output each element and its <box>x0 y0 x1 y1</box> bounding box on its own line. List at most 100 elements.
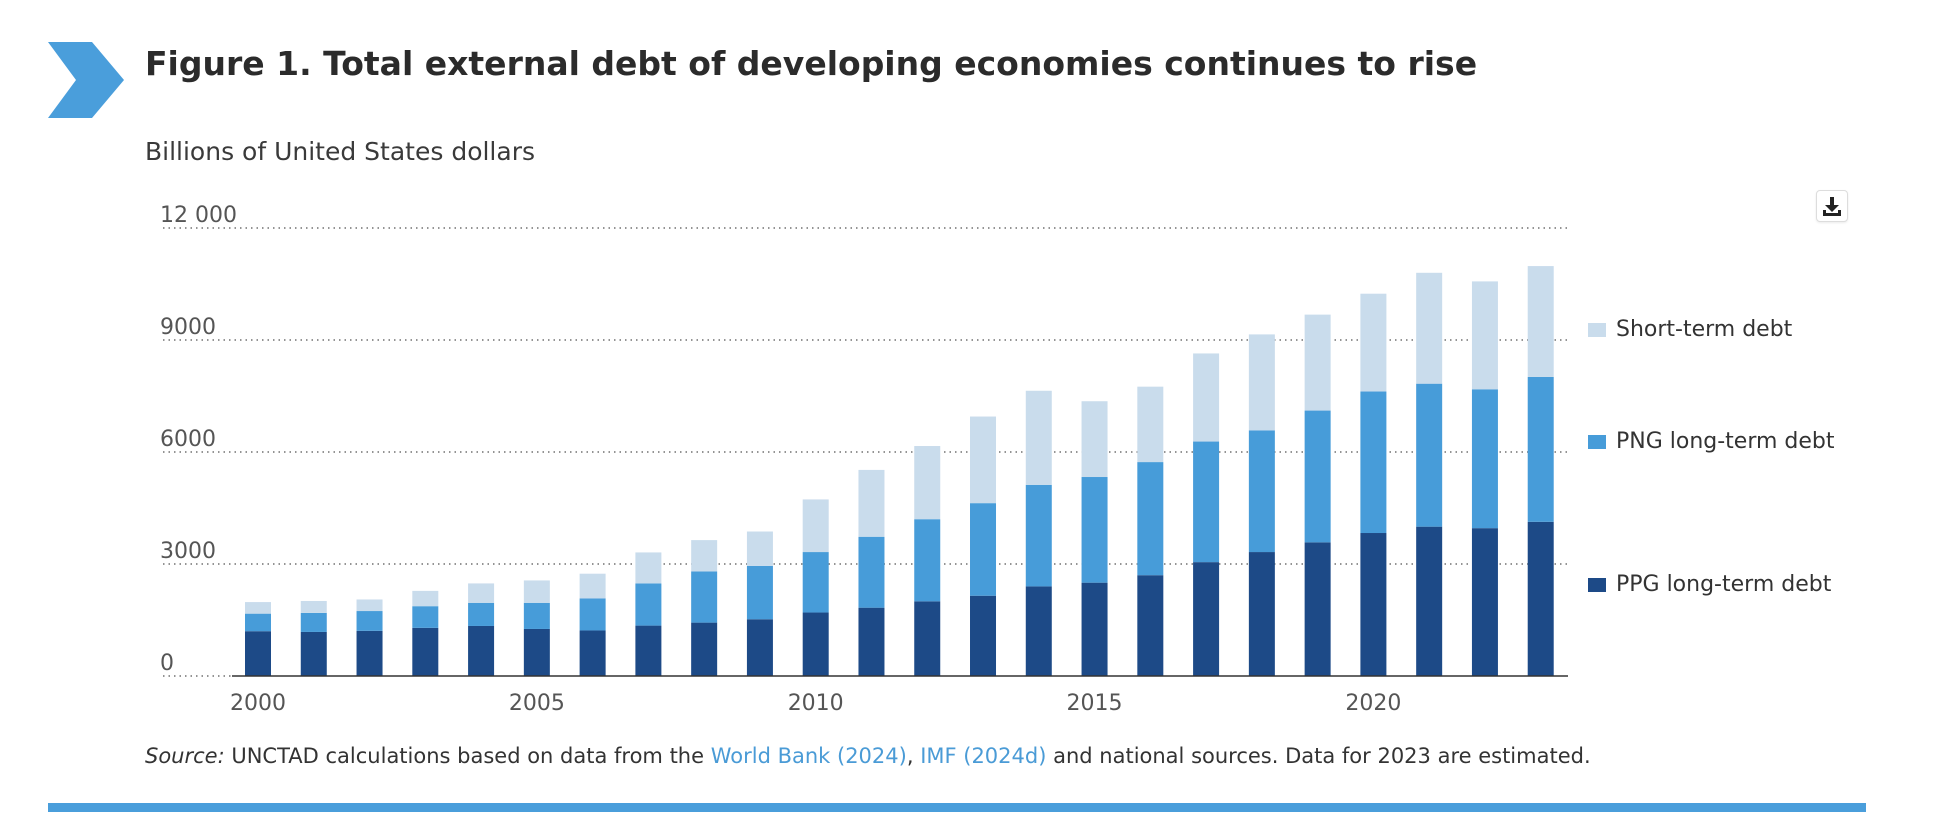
bar-short-term-debt-2018 <box>1248 334 1275 431</box>
bar-ppg-long-term-debt-2021 <box>1416 526 1443 676</box>
bar-ppg-long-term-debt-2010 <box>802 612 829 676</box>
bar-ppg-long-term-debt-2017 <box>1193 562 1220 676</box>
bar-short-term-debt-2019 <box>1304 314 1331 411</box>
source-label: Source: <box>145 744 225 768</box>
bar-png-long-term-debt-2014 <box>1025 484 1052 587</box>
bar-ppg-long-term-debt-2015 <box>1081 582 1108 676</box>
x-axis-labels: 2000 2005 2010 2015 2020 <box>230 691 1401 716</box>
bar-short-term-debt-2016 <box>1137 386 1164 463</box>
bar-short-term-debt-2023 <box>1527 266 1554 377</box>
bar-png-long-term-debt-2023 <box>1527 376 1554 522</box>
bar-short-term-debt-2022 <box>1471 281 1498 390</box>
x-tick-label: 2005 <box>509 691 565 716</box>
stacked-bar-chart: 0 3000 6000 9000 12 000 2000 2005 2010 2015 2020… <box>160 203 1835 716</box>
legend-swatch-ppg-long-term-debt <box>1588 578 1606 592</box>
bar-ppg-long-term-debt-2008 <box>691 622 718 676</box>
bar-png-long-term-debt-2001 <box>300 612 327 632</box>
bar-ppg-long-term-debt-2005 <box>523 628 550 676</box>
bar-short-term-debt-2020 <box>1360 293 1387 392</box>
bar-png-long-term-debt-2012 <box>914 519 941 602</box>
bar-png-long-term-debt-2004 <box>468 602 495 626</box>
bar-short-term-debt-2013 <box>970 416 997 504</box>
bar-short-term-debt-2001 <box>300 600 327 613</box>
x-tick-label: 2015 <box>1067 691 1123 716</box>
download-icon <box>1823 197 1841 216</box>
bar-ppg-long-term-debt-2014 <box>1025 586 1052 676</box>
bar-png-long-term-debt-2005 <box>523 602 550 629</box>
bar-png-long-term-debt-2022 <box>1471 389 1498 529</box>
bar-ppg-long-term-debt-2004 <box>468 625 495 676</box>
legend-label-short-term-debt: Short-term debt <box>1616 317 1793 342</box>
x-tick-label: 2010 <box>788 691 844 716</box>
bar-png-long-term-debt-2009 <box>746 565 773 620</box>
bar-short-term-debt-2015 <box>1081 401 1108 478</box>
bar-png-long-term-debt-2021 <box>1416 383 1443 527</box>
download-button[interactable] <box>1816 190 1848 222</box>
bar-short-term-debt-2003 <box>412 590 439 607</box>
bar-png-long-term-debt-2007 <box>635 583 662 626</box>
source-separator: , <box>906 744 921 768</box>
bar-ppg-long-term-debt-2009 <box>746 619 773 676</box>
legend-label-ppg-long-term-debt: PPG long-term debt <box>1616 572 1832 597</box>
world-bank-link[interactable]: World Bank (2024) <box>710 744 907 768</box>
bar-short-term-debt-2009 <box>746 531 773 566</box>
bar-short-term-debt-2004 <box>468 583 495 603</box>
x-tick-label: 2000 <box>230 691 286 716</box>
chart-bars <box>245 266 1554 676</box>
bar-short-term-debt-2002 <box>356 599 383 612</box>
bar-ppg-long-term-debt-2006 <box>579 630 606 676</box>
bar-ppg-long-term-debt-2023 <box>1527 521 1554 676</box>
y-tick-label: 6000 <box>160 427 216 452</box>
bar-ppg-long-term-debt-2018 <box>1248 552 1275 676</box>
bar-short-term-debt-2021 <box>1416 272 1443 384</box>
y-tick-label: 0 <box>160 651 174 676</box>
bar-ppg-long-term-debt-2011 <box>858 607 885 676</box>
bar-png-long-term-debt-2020 <box>1360 391 1387 534</box>
bar-png-long-term-debt-2011 <box>858 536 885 608</box>
bar-short-term-debt-2000 <box>245 602 271 614</box>
bar-short-term-debt-2011 <box>858 469 885 537</box>
bar-ppg-long-term-debt-2001 <box>300 631 327 676</box>
bar-png-long-term-debt-2019 <box>1304 410 1331 543</box>
bar-ppg-long-term-debt-2013 <box>970 595 997 676</box>
bar-ppg-long-term-debt-2020 <box>1360 533 1387 676</box>
bar-short-term-debt-2010 <box>802 499 829 553</box>
bar-png-long-term-debt-2008 <box>691 571 718 623</box>
bar-ppg-long-term-debt-2012 <box>914 601 941 676</box>
chart-legend: PPG long-term debt PNG long-term debt Shor… <box>1588 317 1835 597</box>
bar-png-long-term-debt-2010 <box>802 552 829 613</box>
bar-ppg-long-term-debt-2016 <box>1137 575 1164 676</box>
legend-swatch-png-long-term-debt <box>1588 435 1606 449</box>
bar-ppg-long-term-debt-2000 <box>245 631 271 676</box>
bar-ppg-long-term-debt-2007 <box>635 625 662 676</box>
bar-short-term-debt-2008 <box>691 540 718 572</box>
bar-short-term-debt-2014 <box>1025 390 1052 485</box>
bar-ppg-long-term-debt-2022 <box>1471 528 1498 676</box>
source-text-before: UNCTAD calculations based on data from t… <box>224 744 711 768</box>
source-note: Source: UNCTAD calculations based on dat… <box>145 741 1591 771</box>
bottom-rule <box>48 803 1866 812</box>
legend-swatch-short-term-debt <box>1588 323 1606 337</box>
chevron-right-icon <box>48 42 124 118</box>
page-title: Figure 1. Total external debt of develop… <box>145 44 1478 83</box>
bar-png-long-term-debt-2000 <box>245 613 271 632</box>
bar-png-long-term-debt-2002 <box>356 611 383 631</box>
chart-subtitle: Billions of United States dollars <box>145 137 536 166</box>
bar-short-term-debt-2007 <box>635 552 662 584</box>
imf-link[interactable]: IMF (2024d) <box>920 744 1047 768</box>
bar-png-long-term-debt-2016 <box>1137 462 1164 576</box>
bar-short-term-debt-2006 <box>579 573 606 599</box>
bar-png-long-term-debt-2017 <box>1193 441 1220 563</box>
y-tick-label: 12 000 <box>160 203 237 228</box>
bar-png-long-term-debt-2003 <box>412 606 439 628</box>
bar-png-long-term-debt-2013 <box>970 503 997 596</box>
legend-label-png-long-term-debt: PNG long-term debt <box>1616 429 1835 454</box>
x-tick-label: 2020 <box>1345 691 1401 716</box>
chart-gridlines <box>163 227 1568 677</box>
bar-png-long-term-debt-2018 <box>1248 430 1275 553</box>
bar-short-term-debt-2017 <box>1193 353 1220 442</box>
bar-short-term-debt-2012 <box>914 446 941 520</box>
y-axis-labels: 0 3000 6000 9000 12 000 <box>160 203 237 676</box>
bar-short-term-debt-2005 <box>523 580 550 603</box>
bar-png-long-term-debt-2006 <box>579 598 606 631</box>
